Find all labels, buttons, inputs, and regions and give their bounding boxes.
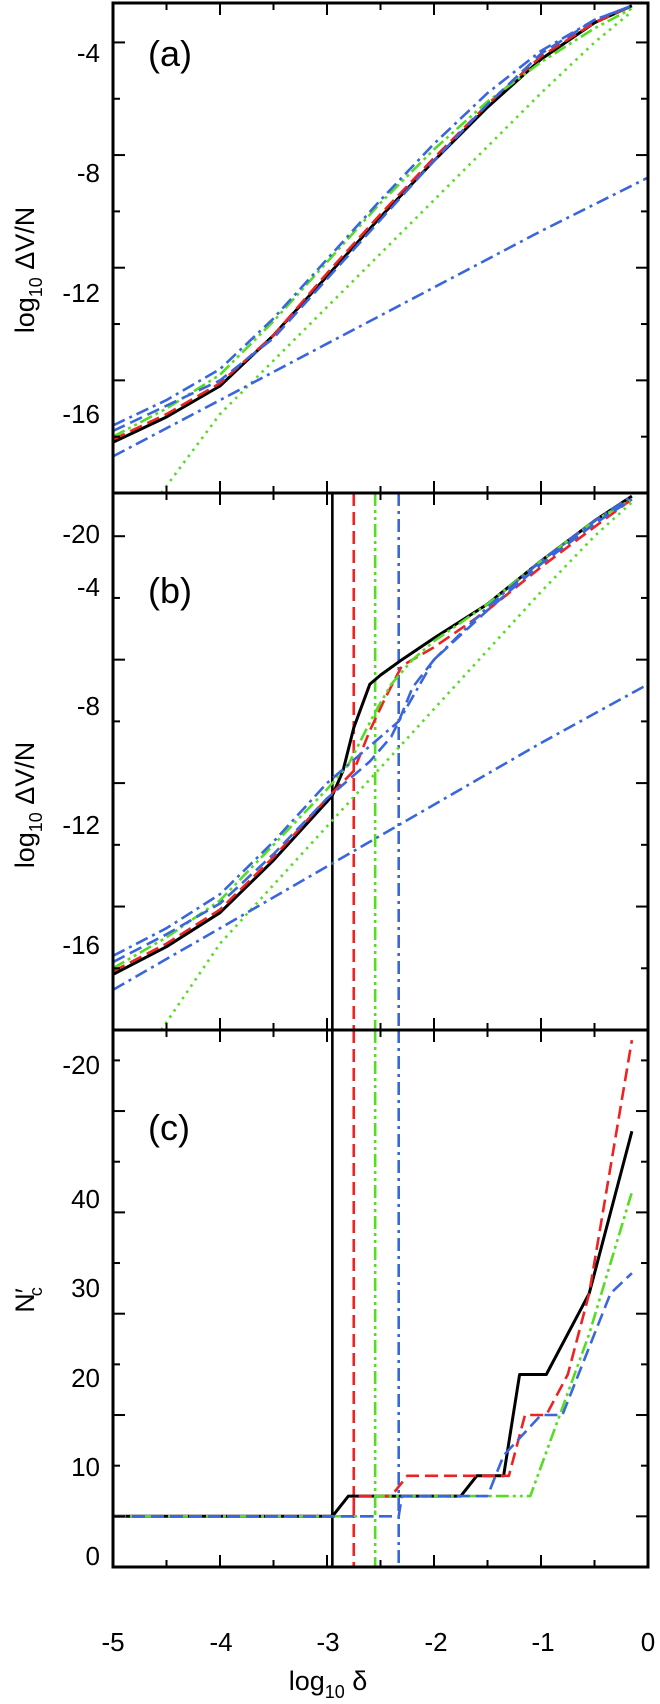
x-tick-labels: -5 -4 -3 -2 -1 0 xyxy=(101,1627,655,1657)
panel-c-texts: (c) 0 10 20 30 40 N′c xyxy=(10,1107,190,1571)
y-tick-label: -8 xyxy=(77,691,100,721)
y-tick-label: -16 xyxy=(62,399,100,429)
x-tick-label: -5 xyxy=(101,1627,124,1657)
series-line-red-dashed xyxy=(113,1039,634,1518)
series-line-green-dash-dot-dot xyxy=(113,1191,634,1518)
series-line-blue-dash-dot xyxy=(113,176,648,458)
panel-label: (a) xyxy=(148,33,192,74)
series-line-green-dash-dot-dot xyxy=(113,7,633,438)
y-tick-label: 0 xyxy=(86,1541,100,1571)
series-line-blue-dashed xyxy=(113,1272,633,1518)
x-tick-label: 0 xyxy=(641,1627,655,1657)
x-tick-label: -1 xyxy=(531,1627,554,1657)
y-tick-label: 40 xyxy=(71,1184,100,1214)
x-axis-label: log10 δ xyxy=(289,1666,368,1702)
y-tick-label: -4 xyxy=(77,38,100,68)
plot-frame xyxy=(111,1,650,495)
y-tick-label: 30 xyxy=(71,1273,100,1303)
y-tick-label: -16 xyxy=(62,930,100,960)
panel-a xyxy=(111,1,650,495)
y-axis-label: log10 ΔV/N xyxy=(10,742,46,869)
y-tick-label: -20 xyxy=(62,1050,100,1080)
y-tick-label: -12 xyxy=(62,278,100,308)
plot-area xyxy=(113,4,648,493)
series-line-green-dotted xyxy=(160,501,633,1030)
series-line-blue-dashed xyxy=(113,4,633,433)
x-tick-label: -2 xyxy=(424,1627,447,1657)
plot-area xyxy=(113,493,648,1030)
series-line-red-dashed xyxy=(113,498,633,973)
series-line-black-solid xyxy=(113,1130,634,1518)
panel-a-texts: (a) -4 -8 -12 -16 -20 log10 ΔV/N xyxy=(10,33,192,549)
x-tick-label: -3 xyxy=(316,1627,339,1657)
y-tick-label: 10 xyxy=(71,1452,100,1482)
panel-b-texts: (b) -4 -8 -12 -16 -20 log10 ΔV/N xyxy=(10,570,192,1080)
y-tick-label: -4 xyxy=(77,572,100,602)
x-tick-label: -4 xyxy=(209,1627,232,1657)
series-line-black-solid xyxy=(113,4,633,444)
plot-frame xyxy=(111,1028,650,1569)
series-line-green-dotted xyxy=(160,10,633,493)
y-tick-label: -20 xyxy=(62,519,100,549)
plot-area xyxy=(113,1030,634,1567)
y-axis-label: N′c xyxy=(10,1287,46,1313)
series-line-red-dashed xyxy=(113,4,633,441)
panel-label: (c) xyxy=(148,1107,190,1148)
y-tick-label: 20 xyxy=(71,1363,100,1393)
series-line-black-solid xyxy=(113,494,633,976)
plot-frame xyxy=(111,491,650,1032)
series-line-blue-dashed xyxy=(113,498,633,964)
series-line-blue-dash-dot xyxy=(113,683,648,992)
y-tick-label: -8 xyxy=(77,158,100,188)
panel-b xyxy=(111,491,650,1032)
y-axis-label: log10 ΔV/N xyxy=(10,207,46,334)
series-line-blue-dash-dot-upper xyxy=(113,495,633,958)
y-tick-label: -12 xyxy=(62,810,100,840)
panel-c xyxy=(111,1028,650,1569)
panel-label: (b) xyxy=(148,570,192,611)
